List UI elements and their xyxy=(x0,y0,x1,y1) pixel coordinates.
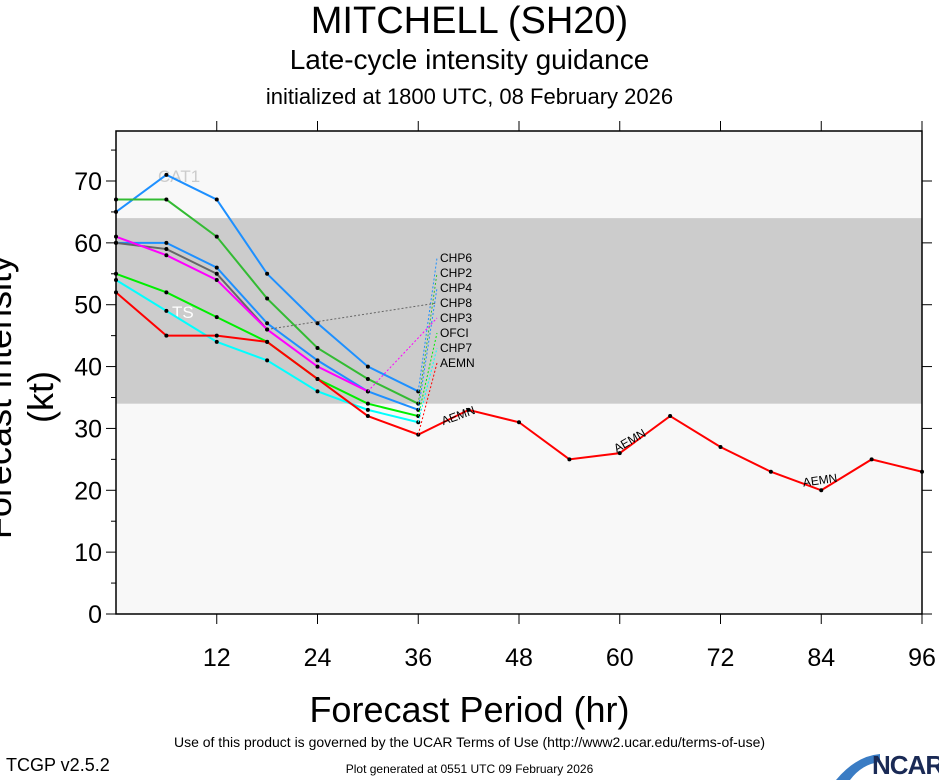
data-point xyxy=(718,444,723,449)
series-label-leader xyxy=(367,317,438,392)
data-point xyxy=(365,401,370,406)
data-point xyxy=(315,358,320,363)
data-point xyxy=(214,265,219,270)
y-tick-label: 40 xyxy=(74,354,102,382)
data-point xyxy=(164,240,169,245)
series-label-leader xyxy=(267,302,438,330)
series-label: CHP6 xyxy=(440,251,472,265)
data-point xyxy=(214,339,219,344)
band-label-ts: TS xyxy=(172,303,194,322)
terms-text: Use of this product is governed by the U… xyxy=(173,734,766,750)
data-point xyxy=(214,315,219,320)
data-point xyxy=(567,457,572,462)
y-tick-label: 60 xyxy=(74,230,102,258)
data-point xyxy=(265,296,270,301)
series-label: AEMN xyxy=(440,356,475,370)
data-point xyxy=(164,333,169,338)
data-point xyxy=(869,457,874,462)
y-tick-label: 30 xyxy=(74,415,102,443)
data-point xyxy=(920,469,924,474)
x-axis-label: Forecast Period (hr) xyxy=(309,689,630,730)
data-point xyxy=(114,197,118,202)
data-point xyxy=(315,389,320,394)
data-point xyxy=(265,339,270,344)
x-tick-label: 60 xyxy=(606,644,634,672)
series-label: CHP7 xyxy=(440,341,472,355)
x-tick-label: 84 xyxy=(807,644,835,672)
data-point xyxy=(265,321,270,326)
data-point xyxy=(365,407,370,412)
data-point xyxy=(265,358,270,363)
series-label: CHP3 xyxy=(440,311,472,325)
data-point xyxy=(164,308,169,313)
band-ts xyxy=(116,218,922,404)
data-point xyxy=(214,333,219,338)
data-point xyxy=(114,290,118,295)
data-point xyxy=(517,420,521,425)
data-point xyxy=(164,197,169,202)
data-point xyxy=(164,290,169,295)
data-point xyxy=(214,277,219,282)
data-point xyxy=(365,364,370,369)
x-tick-label: 96 xyxy=(908,644,936,672)
data-point xyxy=(214,197,219,202)
generated-text: Plot generated at 0551 UTC 09 February 2… xyxy=(345,762,594,776)
x-tick-label: 36 xyxy=(404,644,432,672)
data-point xyxy=(617,451,622,456)
data-point xyxy=(114,209,118,214)
data-point xyxy=(114,271,118,276)
series-label: AEMN xyxy=(802,471,838,490)
data-point xyxy=(214,271,219,276)
x-tick-label: 12 xyxy=(203,644,231,672)
version-text: TCGP v2.5.2 xyxy=(6,755,110,775)
data-point xyxy=(315,376,320,381)
data-point xyxy=(214,234,219,239)
y-tick-label: 10 xyxy=(74,539,102,567)
data-point xyxy=(164,247,169,252)
data-point xyxy=(668,414,673,419)
series-label: CHP2 xyxy=(440,266,472,280)
data-point xyxy=(365,414,370,419)
x-tick-label: 72 xyxy=(707,644,735,672)
data-point xyxy=(114,277,118,282)
data-point xyxy=(315,364,320,369)
data-point xyxy=(819,488,824,493)
init-time: initialized at 1800 UTC, 08 February 202… xyxy=(265,84,674,109)
ncar-logo: NCAR xyxy=(836,750,939,780)
series-label: CHP4 xyxy=(440,281,472,295)
y-tick-label: 20 xyxy=(74,477,102,505)
band-label-cat1: CAT1 xyxy=(158,167,200,186)
data-point xyxy=(265,327,270,332)
series-label: OFCI xyxy=(440,326,469,340)
x-tick-label: 48 xyxy=(505,644,533,672)
series-label-leader xyxy=(417,257,438,392)
series-label-leader xyxy=(417,287,438,410)
series-label-leader xyxy=(417,347,438,423)
data-point xyxy=(365,376,370,381)
data-point xyxy=(164,253,169,258)
y-tick-label: 70 xyxy=(74,168,102,196)
series-label: CHP8 xyxy=(440,296,472,310)
data-point xyxy=(114,234,118,239)
data-point xyxy=(315,346,320,351)
y-tick-label: 50 xyxy=(74,292,102,320)
data-point xyxy=(466,407,471,412)
series-line-chp3 xyxy=(115,235,369,393)
y-tick-label: 0 xyxy=(88,601,102,629)
x-tick-label: 24 xyxy=(304,644,332,672)
data-point xyxy=(164,172,169,177)
chart-title: MITCHELL (SH20) xyxy=(310,0,629,42)
series-label-leader xyxy=(417,362,438,435)
y-axis-label: Forecast Intensity (kt) xyxy=(0,254,61,540)
data-point xyxy=(265,271,270,276)
chart-subtitle: Late-cycle intensity guidance xyxy=(289,44,650,75)
data-point xyxy=(768,469,773,474)
data-point xyxy=(114,240,118,245)
